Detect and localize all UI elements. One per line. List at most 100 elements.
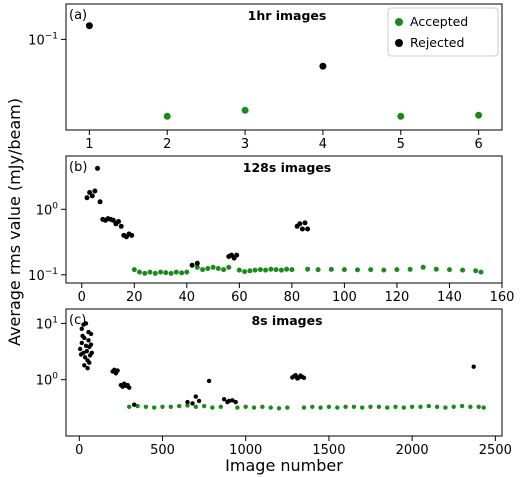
accepted-point xyxy=(368,267,374,273)
panel-a-title: 1hr images xyxy=(248,8,327,23)
accepted-point xyxy=(168,270,174,276)
accepted-point xyxy=(478,269,484,275)
accepted-point xyxy=(243,404,248,409)
accepted-point xyxy=(236,267,242,273)
legend: Accepted Rejected xyxy=(387,7,499,57)
x-tick-label: 6 xyxy=(475,137,483,152)
rejected-point xyxy=(87,190,93,195)
rejected-point xyxy=(129,232,135,238)
accepted-point xyxy=(289,267,295,273)
accepted-point xyxy=(210,264,216,270)
accepted-point xyxy=(368,404,373,409)
accepted-point xyxy=(385,405,390,410)
panel-a-tag: (a) xyxy=(69,8,87,23)
accepted-point xyxy=(194,264,200,270)
rejected-point xyxy=(190,401,195,406)
rejected-point xyxy=(127,385,132,390)
accepted-point xyxy=(475,111,483,119)
rejected-point xyxy=(221,397,227,402)
accepted-point xyxy=(226,264,232,270)
accepted-point xyxy=(247,268,253,274)
panel-c-title: 8s images xyxy=(251,313,322,328)
x-tick-label: 4 xyxy=(319,137,327,152)
accepted-point xyxy=(409,404,415,409)
rejected-point xyxy=(193,394,198,399)
accepted-point xyxy=(451,404,456,409)
x-tick-label: 2000 xyxy=(396,443,429,458)
accepted-point xyxy=(328,266,334,272)
panel-b-title: 128s images xyxy=(243,160,332,175)
accepted-point xyxy=(135,403,140,409)
rejected-point xyxy=(319,62,327,70)
accepted-point xyxy=(473,268,479,274)
rejected-point xyxy=(471,364,476,369)
accepted-point xyxy=(418,404,423,409)
accepted-point xyxy=(397,112,405,120)
accepted-point xyxy=(315,267,321,273)
accepted-point xyxy=(168,404,173,409)
rejected-point xyxy=(118,223,124,229)
accepted-point xyxy=(284,266,290,272)
accepted-point xyxy=(152,405,157,410)
accepted-point xyxy=(278,267,284,273)
accepted-point xyxy=(131,267,137,273)
rejected-point xyxy=(189,262,195,268)
legend-rejected-label: Rejected xyxy=(410,35,464,50)
rejected-point xyxy=(226,398,232,404)
legend-rejected-marker xyxy=(395,39,403,47)
rejected-point xyxy=(301,375,307,380)
accepted-point xyxy=(200,267,206,273)
rejected-point xyxy=(87,360,92,365)
accepted-point xyxy=(401,405,406,410)
accepted-point xyxy=(393,404,398,409)
accepted-point xyxy=(481,405,486,410)
rejected-point xyxy=(110,217,116,223)
accepted-point xyxy=(268,405,273,410)
panel-b-tag: (b) xyxy=(69,160,87,175)
accepted-point xyxy=(343,404,348,409)
rejected-point xyxy=(132,402,137,407)
rejected-point xyxy=(194,260,200,266)
accepted-point xyxy=(241,106,249,114)
panel-b-points xyxy=(84,165,484,276)
rejected-point xyxy=(299,226,305,232)
x-tick-label: 500 xyxy=(150,443,175,458)
rejected-point xyxy=(206,378,212,384)
rejected-point xyxy=(97,199,103,205)
x-tick-label: 0 xyxy=(75,443,83,458)
x-tick-label: 1000 xyxy=(229,443,262,458)
accepted-point xyxy=(257,267,263,273)
accepted-point xyxy=(420,264,426,270)
rejected-point xyxy=(79,326,85,331)
accepted-point xyxy=(152,270,158,276)
x-tick-label: 5 xyxy=(397,137,405,152)
y-tick-label: 101 xyxy=(36,315,58,332)
rejected-point xyxy=(196,398,202,404)
y-tick-label: 10−1 xyxy=(28,31,58,48)
accepted-point xyxy=(201,403,207,409)
x-tick-label: 120 xyxy=(385,290,410,305)
panel-a-points xyxy=(85,22,483,120)
accepted-point xyxy=(447,267,452,273)
legend-accepted-label: Accepted xyxy=(410,14,468,29)
accepted-point xyxy=(305,266,311,272)
x-tick-label: 80 xyxy=(284,290,301,305)
rejected-point xyxy=(92,188,98,194)
x-tick-label: 100 xyxy=(332,290,357,305)
accepted-point xyxy=(205,266,211,271)
accepted-point xyxy=(285,405,290,410)
rejected-point xyxy=(82,335,87,341)
x-tick-label: 2 xyxy=(163,137,171,152)
rejected-point xyxy=(79,340,85,346)
rejected-point xyxy=(84,349,90,354)
accepted-point xyxy=(341,267,347,273)
accepted-point xyxy=(394,267,400,273)
rejected-point xyxy=(233,399,238,405)
rejected-point xyxy=(293,373,298,378)
rejected-point xyxy=(88,342,94,347)
accepted-point xyxy=(376,404,382,409)
accepted-point xyxy=(193,404,198,409)
accepted-point xyxy=(476,404,481,409)
y-axis-label: Average rms value (mJy/beam) xyxy=(5,98,24,346)
